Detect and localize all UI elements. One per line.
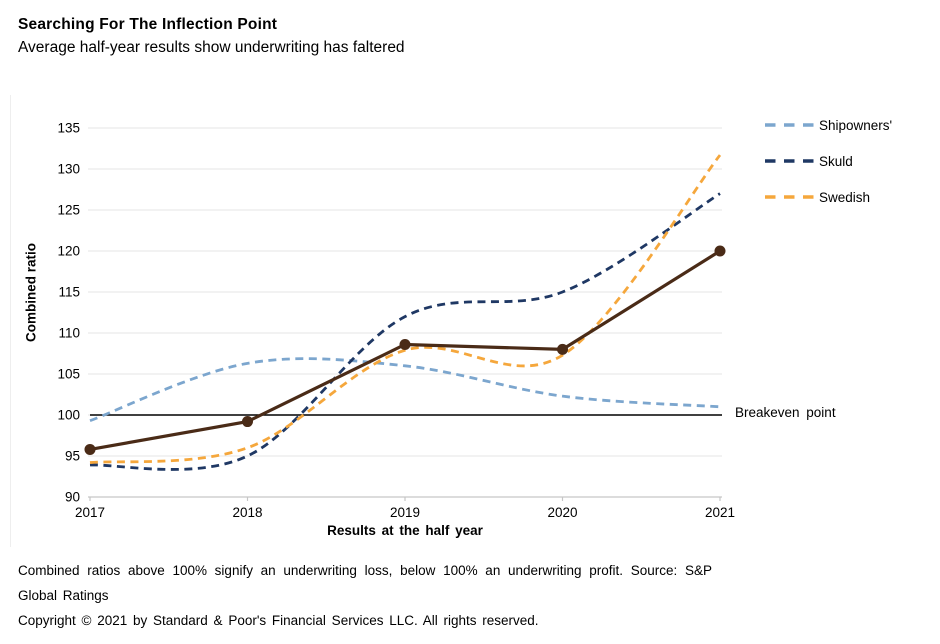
marker-dot-average-brown bbox=[84, 443, 96, 455]
copyright: Copyright © 2021 by Standard & Poor's Fi… bbox=[18, 613, 539, 628]
x-tick-label: 2017 bbox=[75, 505, 105, 520]
x-axis-title: Results at the half year bbox=[327, 523, 483, 538]
breakeven-label: Breakeven point bbox=[735, 405, 836, 420]
series-line-swedish bbox=[89, 154, 722, 464]
legend-label-skuld: Skuld bbox=[819, 153, 853, 169]
y-tick-label: 120 bbox=[57, 244, 80, 259]
legend-item-swedish: Swedish bbox=[764, 186, 892, 208]
legend-item-shipowners: Shipowners' bbox=[764, 114, 892, 136]
marker-dot-average-brown bbox=[714, 245, 726, 257]
legend-label-shipowners: Shipowners' bbox=[819, 117, 893, 133]
y-tick-label: 135 bbox=[57, 121, 80, 136]
y-tick-label: 100 bbox=[57, 408, 80, 423]
x-tick-label: 2018 bbox=[232, 505, 262, 520]
marker-dot-average-brown bbox=[399, 338, 411, 350]
plot-area: 90 95 100 105 110 115 120 125 130 135 2017 2018 2019… bbox=[57, 121, 735, 521]
footnote: Combined ratios above 100% signify an un… bbox=[18, 563, 712, 603]
y-tick-label: 90 bbox=[65, 490, 80, 505]
chart-header: Searching For The Inflection Point Avera… bbox=[0, 0, 940, 95]
series-line-shipowners bbox=[89, 357, 721, 423]
y-tick-label: 130 bbox=[57, 162, 80, 177]
chart-frame-border bbox=[10, 95, 11, 547]
y-tick-label: 115 bbox=[58, 285, 80, 300]
chart-footer: Combined ratios above 100% signify an un… bbox=[0, 555, 940, 633]
y-tick-label: 110 bbox=[58, 326, 80, 341]
marker-dot-average-brown bbox=[557, 343, 568, 355]
x-tick-label: 2021 bbox=[705, 505, 735, 520]
x-tick-label: 2020 bbox=[547, 505, 577, 520]
chart-legend: Shipowners' Skuld Swedish bbox=[764, 114, 892, 222]
legend-swatch-shipowners-icon bbox=[765, 123, 815, 127]
y-tick-label: 95 bbox=[65, 449, 80, 464]
marker-dot-average-brown bbox=[242, 416, 253, 428]
y-tick-label: 125 bbox=[57, 203, 80, 218]
series-line-skuld bbox=[89, 192, 721, 471]
y-axis-title: Combined ratio bbox=[23, 243, 39, 343]
combined-ratio-chart: 90 95 100 105 110 115 120 125 130 135 2017 2018 2019… bbox=[0, 95, 940, 555]
legend-label-swedish: Swedish bbox=[819, 189, 871, 205]
page-title: Searching For The Inflection Point bbox=[18, 16, 278, 33]
legend-item-skuld: Skuld bbox=[764, 150, 892, 172]
y-tick-label: 105 bbox=[57, 367, 80, 382]
legend-swatch-swedish-icon bbox=[765, 195, 815, 199]
x-tick-label: 2019 bbox=[390, 505, 420, 520]
page-subtitle: Average half-year results show underwrit… bbox=[18, 39, 405, 56]
legend-swatch-skuld-icon bbox=[765, 159, 815, 163]
